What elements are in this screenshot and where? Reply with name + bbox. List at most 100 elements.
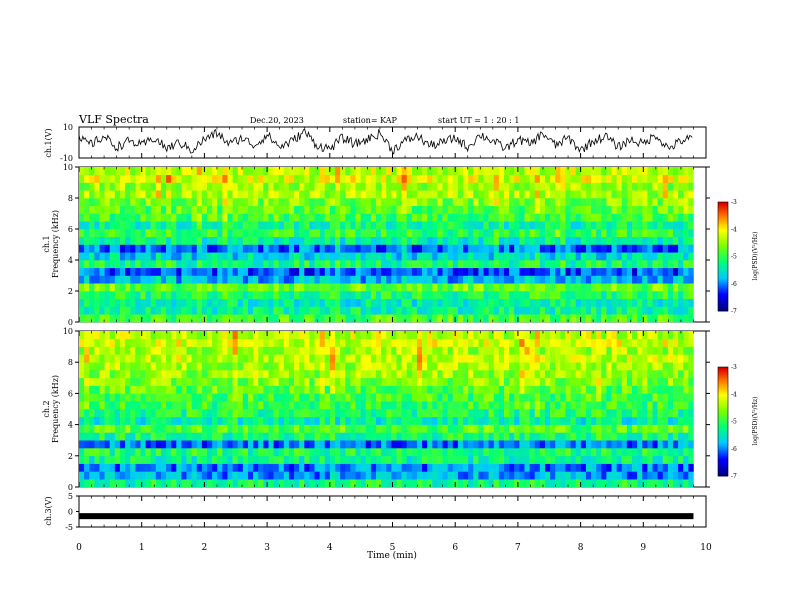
ch1-spectrogram-cell xyxy=(565,182,571,191)
ch1-spectrogram-cell xyxy=(591,275,597,284)
ch2-spectrogram-cell xyxy=(381,432,387,441)
ch1-spectrogram-cell xyxy=(642,236,648,245)
ch1-spectrogram-cell xyxy=(130,236,136,245)
ch2-spectrogram-cell xyxy=(524,455,530,464)
ch1-spectrogram-cell xyxy=(196,260,203,269)
ch1-spectrogram-cell xyxy=(304,291,310,300)
ch2-spectrogram-cell xyxy=(457,385,464,394)
ch2-spectrogram-cell xyxy=(365,338,372,347)
ch2-spectrogram-cell xyxy=(386,377,392,386)
ch1-spectrogram-cell xyxy=(125,221,131,230)
ch2-spectrogram-cell xyxy=(283,432,290,441)
ch2-spectrogram-cell xyxy=(273,448,279,457)
ch2-spectrogram-cell xyxy=(125,416,131,425)
ch1-spectrogram-cell xyxy=(375,244,382,253)
ch2-spectrogram-cell xyxy=(632,479,638,488)
ch2-spectrogram-cell xyxy=(544,409,551,418)
ch2-spectrogram-cell xyxy=(181,409,187,418)
ch2-spectrogram-cell xyxy=(99,463,105,472)
ch1-spectrogram-cell xyxy=(411,252,418,261)
ch1-spectrogram-cell xyxy=(637,291,643,300)
ch2-spectrogram-cell xyxy=(529,385,536,394)
ch1-spectrogram-cell xyxy=(478,267,484,276)
ch2-spectrogram-cell xyxy=(637,432,643,441)
ch2-spectrogram-cell xyxy=(406,432,413,441)
ch2-spectrogram-cell xyxy=(529,377,536,386)
ch2-spectrogram-cell xyxy=(550,346,556,355)
ch2-spectrogram-cell xyxy=(227,370,233,379)
ch1-spectrogram-cell xyxy=(166,260,172,269)
ch1-spectrogram-cell xyxy=(519,182,525,191)
ch1-spectrogram-cell xyxy=(386,174,392,183)
ch1-spectrogram-cell xyxy=(637,298,643,307)
ch1-spectrogram-cell xyxy=(381,182,387,191)
ch2-spectrogram-cell xyxy=(688,385,694,394)
ch1-spectrogram-cell xyxy=(616,198,623,207)
ch2-spectrogram-cell xyxy=(278,409,285,418)
ch2-spectrogram-cell xyxy=(253,440,259,449)
ch2-spectrogram-cell xyxy=(294,393,300,402)
ch1-spectrogram-cell xyxy=(324,190,331,199)
ch2-spectrogram-cell xyxy=(166,385,172,394)
ch2-spectrogram-cell xyxy=(406,409,413,418)
ch2-spectrogram-cell xyxy=(160,409,167,418)
ch2-spectrogram-cell xyxy=(171,440,177,449)
ch1-colorbar-segment xyxy=(718,221,728,225)
ch1-spectrogram-cell xyxy=(626,298,633,307)
ch2-spectrogram-cell xyxy=(473,424,479,433)
ch2-spectrogram-cell xyxy=(468,416,474,425)
ch1-spectrogram-cell xyxy=(79,205,85,214)
ch1-spectrogram-cell xyxy=(329,190,336,199)
ch1-spectrogram-cell xyxy=(227,291,233,300)
ch2-spectrogram-cell xyxy=(642,463,648,472)
ch1-spectrogram-cell xyxy=(432,236,438,245)
ch2-spectrogram-cell xyxy=(278,448,285,457)
ch1-spectrogram-cell xyxy=(227,221,233,230)
ch1-spectrogram-cell xyxy=(585,244,592,253)
ch2-spectrogram-cell xyxy=(84,448,90,457)
ch2-spectrogram-cell xyxy=(84,385,90,394)
ch1-spectrogram-cell xyxy=(299,213,305,222)
ch2-spectrogram-cell xyxy=(637,424,643,433)
ch1-spectrogram-cell xyxy=(457,205,464,214)
ch1-colorbar-segment xyxy=(718,265,728,268)
ch1-spectrogram-cell xyxy=(463,306,469,315)
ch2-spectrogram-cell xyxy=(432,448,438,457)
ch2-spectrogram-cell xyxy=(647,354,653,363)
ch1-spectrogram-cell xyxy=(565,298,571,307)
ch1-spectrogram-cell xyxy=(606,229,612,238)
ch1-spectrogram-cell xyxy=(468,298,474,307)
ch1-spectrogram-cell xyxy=(504,229,510,238)
ch1-spectrogram-cell xyxy=(181,275,187,284)
ch2-spectrogram-cell xyxy=(560,377,566,386)
ch2-spectrogram-cell xyxy=(452,463,459,472)
ch2-spectrogram-cell xyxy=(232,385,239,394)
ch1-spectrogram-cell xyxy=(99,174,105,183)
ch1-spectrogram-cell xyxy=(288,306,295,315)
ch2-spectrogram-cell xyxy=(555,463,561,472)
ch2-spectrogram-cell xyxy=(688,416,694,425)
ch1-spectrogram-cell xyxy=(642,252,648,261)
ch1-spectrogram-cell xyxy=(570,205,576,214)
ch2-spectrogram-cell xyxy=(427,432,433,441)
ch2-spectrogram-cell xyxy=(662,463,669,472)
ch1-spectrogram-cell xyxy=(227,198,233,207)
ch1-spectrogram-cell xyxy=(524,314,530,323)
ch1-spectrogram-cell xyxy=(580,283,587,292)
ch1-spectrogram-cell xyxy=(601,291,607,300)
ch1-spectrogram-cell xyxy=(401,314,408,323)
ch2-spectrogram-cell xyxy=(657,393,664,402)
ch1-spectrogram-cell xyxy=(498,190,505,199)
ch2-spectrogram-cell xyxy=(314,362,320,371)
ch1-spectrogram-cell xyxy=(642,267,648,276)
ch1-spectrogram-cell xyxy=(468,275,474,284)
ch1-spectrogram-cell xyxy=(678,174,684,183)
ch2-spectrogram-cell xyxy=(217,409,223,418)
ch2-spectrogram-cell xyxy=(278,463,285,472)
ch2-spectrogram-cell xyxy=(606,331,612,340)
ch1-spectrogram-cell xyxy=(140,221,146,230)
ch2-spectrogram-cell xyxy=(632,463,638,472)
ch1-spectrogram-cell xyxy=(637,306,643,315)
ch1-spectrogram-cell xyxy=(447,190,454,199)
ch1-spectrogram-cell xyxy=(647,283,653,292)
